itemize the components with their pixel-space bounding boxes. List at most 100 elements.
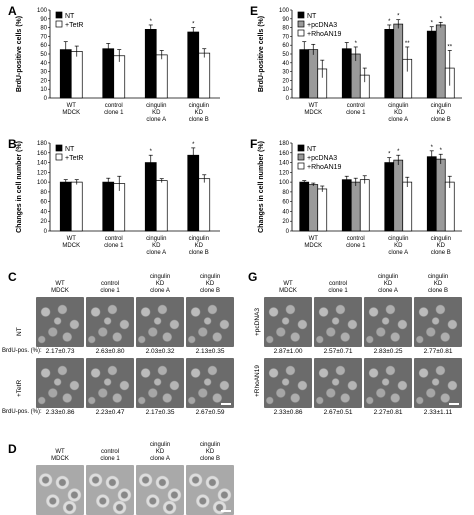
category-label: cingulin <box>431 103 451 109</box>
category-label: KD <box>437 110 446 116</box>
significance-marker: * <box>355 41 358 47</box>
micrograph <box>136 297 184 347</box>
y-axis-label: BrdU-positive cells (%) <box>258 16 265 92</box>
column-header: KD <box>155 449 165 455</box>
brdu-percentage-label: BrdU-pos. (%): <box>2 348 42 354</box>
micrograph <box>314 297 362 347</box>
column-header: control <box>100 281 119 287</box>
column-header: clone B <box>427 288 448 294</box>
column-header: cingulin <box>427 274 449 280</box>
brdu-percentage: 2.17±0.35 <box>145 409 175 416</box>
y-axis-label: BrdU-positive cells (%) <box>16 16 23 92</box>
category-label: clone 1 <box>346 243 366 249</box>
legend-label: +pcDNA3 <box>307 155 337 162</box>
brdu-percentage: 2.57±0.71 <box>323 348 353 355</box>
significance-marker: * <box>440 148 443 154</box>
legend-label: +TetR <box>65 155 83 162</box>
bar <box>384 29 395 99</box>
micrograph <box>36 297 84 347</box>
y-tick-label: 160 <box>37 151 48 157</box>
significance-marker: * <box>431 21 434 27</box>
significance-marker: ** <box>405 41 410 47</box>
y-tick-label: 90 <box>282 17 289 23</box>
legend-swatch <box>55 20 63 28</box>
bar <box>198 178 211 232</box>
column-header: clone A <box>150 288 170 294</box>
legend-swatch <box>297 20 305 28</box>
y-tick-label: 10 <box>40 87 47 93</box>
micrograph <box>186 465 234 515</box>
panel-letter-g: G <box>248 270 258 284</box>
micrograph <box>36 465 84 515</box>
y-tick-label: 80 <box>282 190 289 196</box>
legend-swatch <box>297 162 305 170</box>
brdu-percentage: 2.33±1.11 <box>423 409 453 416</box>
category-label: control <box>347 103 365 109</box>
bar <box>102 181 115 232</box>
column-header: cingulin <box>199 274 221 280</box>
legend-swatch <box>297 11 305 19</box>
micrograph <box>86 358 134 408</box>
category-label: control <box>105 236 123 242</box>
chart-a: BrdU-positive cells (%) 0 10 20 30 40 50 60 70 80… <box>16 8 220 123</box>
y-tick-label: 80 <box>40 190 47 196</box>
micrograph <box>414 297 462 347</box>
category-label: MDCK <box>62 243 80 249</box>
category-label: MDCK <box>304 243 322 249</box>
bar <box>187 31 200 99</box>
column-header: clone B <box>199 456 220 462</box>
brdu-percentage-label: BrdU-pos. (%): <box>2 409 42 415</box>
significance-marker: * <box>397 14 400 20</box>
legend-swatch <box>297 144 305 152</box>
column-header: MDCK <box>51 288 69 294</box>
brdu-percentage: 2.67±0.59 <box>195 409 225 416</box>
panel-letter-e: E <box>250 4 259 18</box>
y-tick-label: 60 <box>40 43 47 49</box>
row-label: NT <box>16 327 23 336</box>
bar <box>187 154 200 232</box>
scale-bar <box>221 510 231 512</box>
column-header: clone 1 <box>100 456 120 462</box>
bar <box>155 54 168 99</box>
bar <box>444 181 455 232</box>
category-label: clone A <box>146 117 166 123</box>
bar <box>426 30 437 99</box>
legend-label: +RhoAN19 <box>307 164 342 171</box>
y-tick-label: 50 <box>40 52 47 58</box>
brdu-percentage: 2.33±0.86 <box>45 409 75 416</box>
y-tick-label: 40 <box>282 61 289 67</box>
y-tick-label: 180 <box>37 141 48 147</box>
chart-e: BrdU-positive cells (%) 0 10 20 30 40 50 60 70 80… <box>258 8 462 123</box>
category-label: control <box>347 236 365 242</box>
y-tick-label: 0 <box>286 96 290 102</box>
y-tick-label: 0 <box>44 96 48 102</box>
bar <box>341 179 352 232</box>
brdu-percentage: 2.87±1.00 <box>273 348 303 355</box>
significance-marker: * <box>192 22 195 28</box>
bar <box>435 158 446 232</box>
micrograph <box>86 465 134 515</box>
category-label: clone B <box>431 117 451 123</box>
micrograph <box>364 358 412 408</box>
bar <box>426 156 437 232</box>
y-tick-label: 180 <box>279 141 290 147</box>
column-header: control <box>328 281 347 287</box>
y-tick-label: 20 <box>40 219 47 225</box>
legend-swatch <box>55 144 63 152</box>
panel-letter-a: A <box>8 4 17 18</box>
legend-swatch <box>55 11 63 19</box>
y-tick-label: 50 <box>282 52 289 58</box>
bar <box>393 159 404 232</box>
brdu-percentage: 2.67±0.51 <box>323 409 353 416</box>
micrograph <box>364 297 412 347</box>
y-tick-label: 0 <box>44 229 48 235</box>
y-tick-label: 40 <box>40 61 47 67</box>
micrograph <box>36 358 84 408</box>
brdu-percentage: 2.13±0.35 <box>195 348 225 355</box>
y-tick-label: 20 <box>40 78 47 84</box>
column-header: cingulin <box>149 442 171 448</box>
category-label: clone A <box>388 250 408 256</box>
brdu-percentage: 2.17±0.73 <box>45 348 75 355</box>
category-label: clone 1 <box>104 243 124 249</box>
micrograph <box>186 358 234 408</box>
